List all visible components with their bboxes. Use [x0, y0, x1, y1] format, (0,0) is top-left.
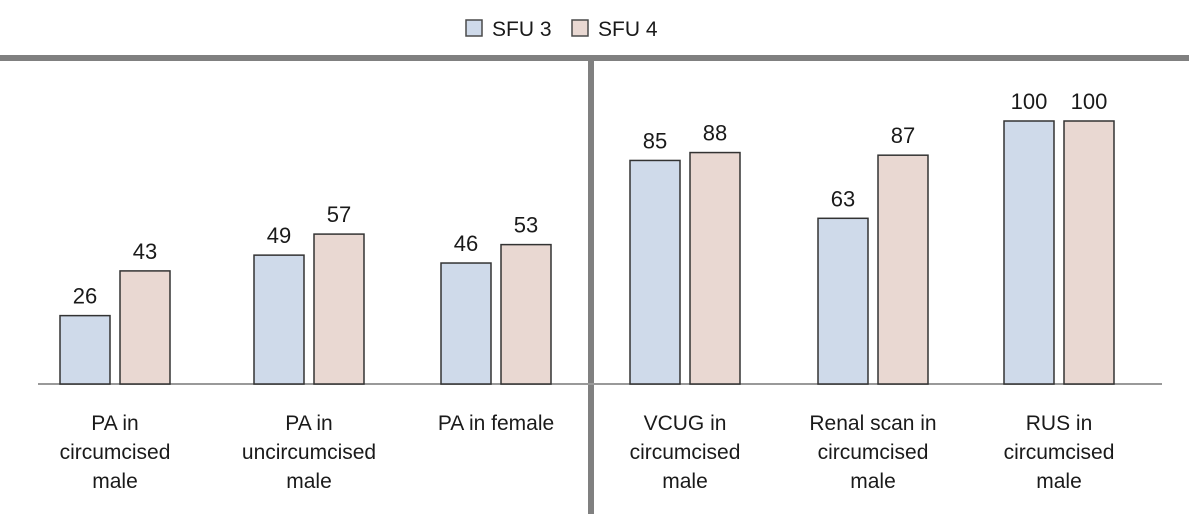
category-label-line: circumcised: [1004, 441, 1115, 464]
bar-sfu3-cat3: [440, 262, 492, 385]
value-label-sfu3-cat3: 46: [454, 231, 478, 256]
bar-sfu4-cat3: [500, 243, 552, 385]
category-label-line: circumcised: [818, 441, 929, 464]
legend-swatch-sfu4: [571, 19, 589, 37]
category-label-6: RUS in circumcised male: [1004, 412, 1115, 493]
category-label-line: male: [662, 470, 708, 493]
category-label-3: PA in female: [438, 412, 554, 435]
category-label-line: Renal scan in: [809, 412, 936, 435]
category-label-line: male: [1036, 470, 1082, 493]
value-label-sfu3-cat5: 63: [831, 186, 855, 211]
legend: SFU 3 SFU 4: [465, 18, 658, 41]
legend-label-sfu3: SFU 3: [492, 18, 552, 41]
category-label-2: PA in uncircumcised male: [242, 412, 376, 493]
bar-sfu4-cat5: [877, 154, 929, 385]
bar-sfu4-cat6: [1063, 120, 1115, 385]
category-label-line: PA in: [285, 412, 332, 435]
bar-sfu3-cat6: [1003, 120, 1055, 385]
category-label-line: uncircumcised: [242, 441, 376, 464]
legend-swatch-sfu3: [465, 19, 483, 37]
category-label-5: Renal scan in circumcised male: [809, 412, 936, 493]
category-label-line: RUS in: [1026, 412, 1093, 435]
category-label-line: VCUG in: [644, 412, 727, 435]
bar-sfu3-cat1: [59, 314, 111, 385]
bar-sfu4-cat4: [689, 151, 741, 385]
category-label-line: circumcised: [60, 441, 171, 464]
category-labels-group: PA in circumcised male PA in uncircumcised ma…: [60, 412, 1115, 493]
category-label-1: PA in circumcised male: [60, 412, 171, 493]
value-label-sfu4-cat4: 88: [703, 121, 727, 146]
category-label-line: male: [850, 470, 896, 493]
value-label-sfu4-cat1: 43: [133, 239, 157, 264]
bar-sfu3-cat4: [629, 159, 681, 385]
value-label-sfu4-cat2: 57: [327, 202, 351, 227]
value-label-sfu4-cat3: 53: [514, 213, 538, 238]
category-label-line: male: [286, 470, 332, 493]
value-label-sfu3-cat1: 26: [73, 284, 97, 309]
category-label-line: circumcised: [630, 441, 741, 464]
legend-label-sfu4: SFU 4: [598, 18, 658, 41]
value-label-sfu4-cat6: 100: [1071, 89, 1108, 114]
bars-group: [59, 120, 1115, 385]
value-label-sfu3-cat2: 49: [267, 223, 291, 248]
bar-sfu4-cat1: [119, 270, 171, 385]
category-label-line: PA in: [91, 412, 138, 435]
value-label-sfu3-cat4: 85: [643, 128, 667, 153]
value-labels-group: 26 43 49 57 46 53 85 88 63 87 100 100: [73, 89, 1108, 309]
value-label-sfu4-cat5: 87: [891, 123, 915, 148]
category-label-line: male: [92, 470, 138, 493]
bar-sfu3-cat2: [253, 254, 305, 385]
value-label-sfu3-cat6: 100: [1011, 89, 1048, 114]
category-label-4: VCUG in circumcised male: [630, 412, 741, 493]
category-label-line: PA in female: [438, 412, 554, 435]
bar-sfu3-cat5: [817, 217, 869, 385]
bar-sfu4-cat2: [313, 233, 365, 385]
